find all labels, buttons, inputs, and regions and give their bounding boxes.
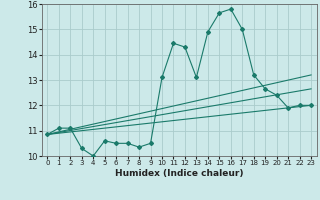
X-axis label: Humidex (Indice chaleur): Humidex (Indice chaleur) xyxy=(115,169,244,178)
